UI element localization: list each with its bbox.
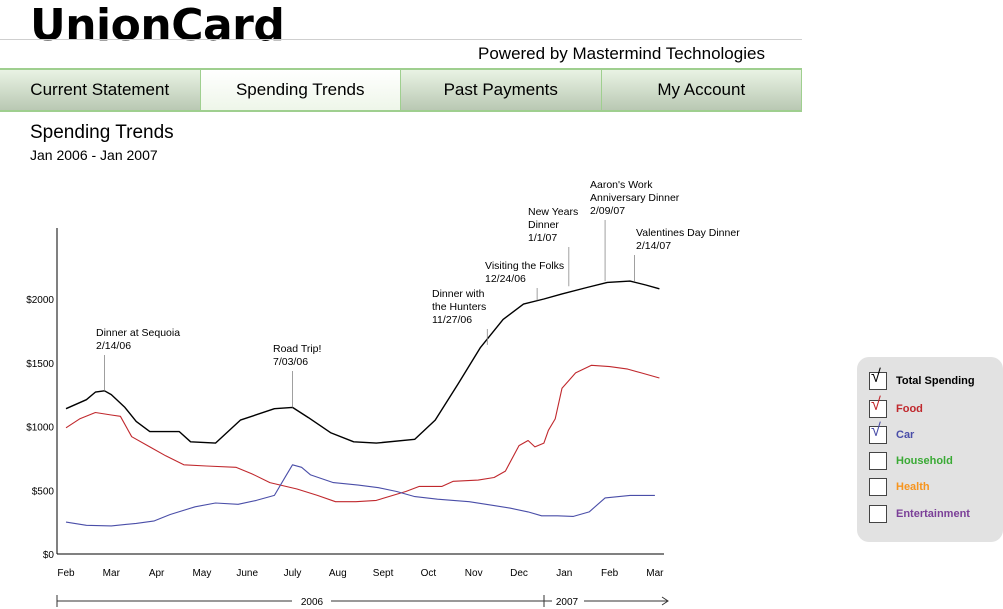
annotation-text: New Years xyxy=(528,206,578,218)
y-tick-label: $1500 xyxy=(26,359,54,370)
checkbox-food[interactable]: √ xyxy=(869,395,887,418)
legend-label: Total Spending xyxy=(896,375,975,387)
x-tick-label: Nov xyxy=(465,568,483,579)
legend-item-health[interactable]: Health xyxy=(869,478,930,496)
legend-item-food[interactable]: √ Food xyxy=(869,395,923,418)
legend-panel: √ Total Spending √ Food √ Car Household … xyxy=(857,357,1003,542)
annotation-text: Aaron's Work xyxy=(590,179,653,191)
legend-label: Car xyxy=(896,429,915,441)
check-icon: √ xyxy=(871,394,881,414)
x-tick-label: Apr xyxy=(149,568,165,579)
x-tick-label: Aug xyxy=(329,568,347,579)
x-tick-label: May xyxy=(192,568,211,579)
y-tick-label: $0 xyxy=(43,550,55,561)
powered-by-text: Powered by Mastermind Technologies xyxy=(478,44,765,63)
check-icon: √ xyxy=(871,420,881,440)
checkbox-total-spending[interactable]: √ xyxy=(869,367,887,390)
legend-label: Household xyxy=(896,455,953,467)
annotation-text: Visiting the Folks xyxy=(485,260,564,272)
page-subtitle: Jan 2006 - Jan 2007 xyxy=(30,147,158,163)
x-tick-label: Jan xyxy=(556,568,572,579)
x-tick-label: Mar xyxy=(646,568,664,579)
legend-item-total-spending[interactable]: √ Total Spending xyxy=(869,367,975,390)
x-tick-label: Feb xyxy=(57,568,75,579)
checkbox-car[interactable]: √ xyxy=(869,421,887,444)
year-bar-arrow xyxy=(661,596,669,606)
annotation-text: 2/14/06 xyxy=(96,340,131,352)
x-tick-label: Oct xyxy=(421,568,437,579)
annotation-text: 7/03/06 xyxy=(273,356,308,368)
year-label: 2006 xyxy=(301,597,324,608)
tab-past-payments[interactable]: Past Payments xyxy=(401,68,602,112)
brand-logo: UnionCard xyxy=(30,0,285,51)
checkbox-household[interactable] xyxy=(869,452,887,470)
annotation-text: 11/27/06 xyxy=(432,314,472,326)
series-line-car xyxy=(65,464,655,527)
annotation-text: 12/24/06 xyxy=(485,273,526,285)
legend-label: Health xyxy=(896,481,930,493)
spending-trends-chart: $0 $500 $1000 $1500 $2000 Feb Mar Apr May June Jul… xyxy=(26,179,740,608)
y-tick-label: $1000 xyxy=(26,423,54,434)
annotation-text: Valentines Day Dinner xyxy=(636,227,740,239)
x-tick-label: Sept xyxy=(373,568,394,579)
check-icon: √ xyxy=(871,366,881,386)
annotation-text: Road Trip! xyxy=(273,343,321,355)
annotation-text: Dinner with xyxy=(432,288,485,300)
series-line-food xyxy=(65,364,660,503)
legend-label: Entertainment xyxy=(896,508,970,520)
checkbox-entertainment[interactable] xyxy=(869,505,887,523)
x-tick-label: July xyxy=(284,568,302,579)
annotation-text: 2/14/07 xyxy=(636,240,671,252)
y-tick-label: $500 xyxy=(32,486,55,497)
year-label: 2007 xyxy=(556,597,579,608)
x-tick-label: Dec xyxy=(510,568,528,579)
x-tick-label: June xyxy=(236,568,258,579)
annotation-text: 2/09/07 xyxy=(590,205,625,217)
checkbox-health[interactable] xyxy=(869,478,887,496)
legend-label: Food xyxy=(896,403,923,415)
tab-spending-trends[interactable]: Spending Trends xyxy=(200,68,401,112)
legend-item-entertainment[interactable]: Entertainment xyxy=(869,505,970,523)
annotation-text: 1/1/07 xyxy=(528,232,557,244)
page-title: Spending Trends xyxy=(30,122,174,143)
legend-item-household[interactable]: Household xyxy=(869,452,953,470)
series-line-total-spending xyxy=(65,280,660,444)
annotation-text: Dinner at Sequoia xyxy=(96,327,180,339)
main-nav: Current Statement Spending Trends Past P… xyxy=(0,68,802,112)
x-tick-label: Mar xyxy=(103,568,121,579)
annotation-text: Anniversary Dinner xyxy=(590,192,680,204)
annotation-text: the Hunters xyxy=(432,301,486,313)
tab-current-statement[interactable]: Current Statement xyxy=(0,68,201,112)
tab-my-account[interactable]: My Account xyxy=(601,68,802,112)
legend-item-car[interactable]: √ Car xyxy=(869,421,915,444)
x-tick-label: Feb xyxy=(601,568,619,579)
header-divider xyxy=(0,39,802,40)
annotation-text: Dinner xyxy=(528,219,559,231)
y-tick-label: $2000 xyxy=(26,295,54,306)
